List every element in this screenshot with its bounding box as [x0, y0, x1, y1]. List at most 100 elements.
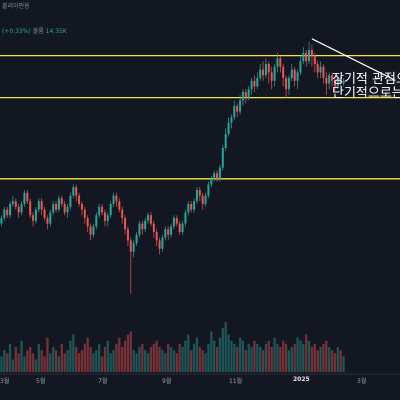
volume-bar	[66, 350, 69, 372]
volume-bar	[336, 347, 339, 372]
volume-bar	[221, 328, 224, 372]
volume-bar	[224, 322, 227, 372]
candle-body	[52, 204, 55, 213]
volume-bar	[34, 359, 38, 372]
volume-bar	[46, 337, 49, 372]
volume-bar	[322, 343, 325, 372]
candle-body	[20, 204, 23, 213]
volume-bar	[236, 347, 239, 372]
candle-body	[121, 209, 124, 218]
candle-body	[75, 187, 78, 196]
candle-body	[233, 106, 236, 118]
volume-bar	[204, 353, 207, 372]
volume-bar	[282, 340, 285, 372]
volume-bar	[276, 343, 279, 372]
candle-body	[195, 190, 198, 202]
volume-bar	[290, 347, 293, 372]
candle-body	[210, 178, 213, 185]
volume-bar	[92, 353, 95, 372]
volume-bar	[20, 340, 23, 372]
annotation-line-1: 장기적 관점으	[332, 72, 400, 87]
volume-bar	[63, 353, 66, 372]
candle-body	[264, 64, 267, 76]
volume-bar	[155, 340, 158, 372]
candle-body	[184, 212, 187, 224]
candle-body	[115, 195, 118, 202]
volume-bar	[75, 347, 78, 372]
candle-body	[124, 218, 127, 230]
candle-body	[14, 201, 17, 207]
volume-bar	[264, 343, 268, 372]
volume-bar	[192, 343, 196, 372]
volume-bar	[6, 353, 9, 372]
candle-body	[178, 223, 181, 232]
volume-bar	[244, 350, 247, 372]
candle-body	[218, 167, 221, 179]
candle-body	[213, 173, 216, 179]
volume-bar	[123, 340, 127, 372]
candle-body	[230, 117, 233, 123]
candle-body	[187, 204, 190, 213]
candle-body	[216, 173, 219, 179]
candle-body	[26, 192, 29, 202]
candle-body	[299, 61, 302, 73]
volume-bar	[253, 340, 256, 372]
candle-body	[276, 58, 279, 67]
candle-body	[181, 223, 184, 232]
volume-bar	[316, 350, 319, 372]
volume-bar	[198, 347, 201, 372]
candle-body	[6, 209, 9, 216]
candle-body	[190, 204, 193, 210]
volume-bar	[115, 343, 118, 372]
volume-bar	[256, 343, 259, 372]
candle-body	[161, 237, 164, 249]
candle-body	[11, 201, 14, 204]
candle-body	[305, 52, 308, 62]
x-tick-label: 9월	[162, 378, 172, 385]
candle-body	[152, 223, 155, 232]
volume-bar	[218, 337, 222, 372]
candle-body	[316, 64, 319, 73]
volume-bar	[52, 347, 55, 372]
candle-body	[144, 220, 147, 230]
candle-body	[239, 100, 242, 112]
volume-bar	[339, 350, 342, 372]
volume-bar	[195, 337, 199, 372]
volume-bar	[86, 337, 89, 372]
volume-bar	[261, 350, 265, 372]
volume-bar	[169, 347, 173, 372]
candle-body	[296, 72, 299, 81]
volume-bar	[106, 340, 109, 372]
volume-bar	[23, 356, 26, 372]
candle-body	[138, 223, 141, 235]
candle-body	[310, 50, 313, 56]
volume-bar	[328, 347, 331, 372]
candle-body	[80, 204, 83, 210]
volume-bar	[8, 343, 12, 372]
volume-bar	[69, 340, 72, 372]
volume-bar	[26, 350, 29, 372]
candle-body	[290, 69, 293, 78]
candle-body	[109, 204, 112, 216]
candle-body	[175, 218, 178, 224]
candle-body	[267, 64, 270, 73]
candle-body	[308, 50, 311, 62]
candle-body	[92, 226, 95, 235]
annotation-line-2: 단기적으로는 (	[332, 86, 400, 101]
volume-bar	[273, 337, 276, 372]
volume-bar	[54, 350, 58, 372]
volume-bar	[210, 331, 213, 372]
volume-label: 볼륨	[32, 28, 44, 35]
candle-body	[172, 218, 175, 227]
symbol-title: 볼리이펀용	[2, 3, 30, 10]
candle-body	[101, 206, 104, 213]
candle-body	[141, 223, 144, 230]
volume-value: 14.35K	[45, 28, 67, 35]
candle-body	[227, 122, 230, 134]
candle-body	[40, 201, 43, 210]
candle-body	[224, 134, 227, 148]
x-tick-label: 3월	[0, 378, 10, 385]
candle-body	[66, 206, 69, 213]
candle-body	[78, 195, 81, 204]
